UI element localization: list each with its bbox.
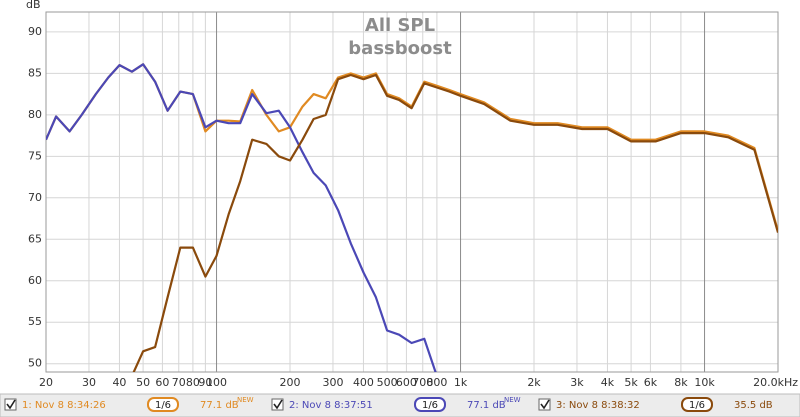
x-tick-label: 10k bbox=[694, 376, 715, 389]
legend-badge: NEW bbox=[504, 396, 521, 404]
smoothing-label: 1/6 bbox=[422, 400, 438, 411]
y-tick-label: 55 bbox=[28, 315, 42, 328]
legend-checkbox[interactable] bbox=[271, 398, 284, 411]
x-tick-label: 600 bbox=[396, 376, 417, 389]
checkmark bbox=[273, 399, 283, 410]
series-line bbox=[132, 73, 778, 372]
x-tick-label: 4k bbox=[601, 376, 615, 389]
chart-subtitle: bassboost bbox=[348, 38, 452, 59]
checkmark bbox=[6, 399, 16, 410]
smoothing-icon[interactable] bbox=[414, 397, 446, 412]
x-tick-label: 80 bbox=[186, 376, 200, 389]
y-tick-label: 75 bbox=[28, 149, 42, 162]
y-tick-label: 65 bbox=[28, 232, 42, 245]
background bbox=[0, 0, 800, 394]
x-tick-label: 6k bbox=[644, 376, 658, 389]
checkmark bbox=[540, 399, 550, 410]
x-tick-label: 100 bbox=[206, 376, 227, 389]
x-tick-label: 8k bbox=[674, 376, 688, 389]
x-tick-label: 40 bbox=[112, 376, 126, 389]
x-tick-label: 3k bbox=[570, 376, 584, 389]
y-tick-label: 90 bbox=[28, 25, 42, 38]
x-tick-label: 20.0kHz bbox=[753, 376, 798, 389]
plot-frame bbox=[45, 11, 779, 373]
legend-name: 2: Nov 8 8:37:51 bbox=[289, 400, 373, 411]
legend-level: 77.1 dB bbox=[200, 400, 239, 411]
legend-checkbox[interactable] bbox=[538, 398, 551, 411]
plot-lines bbox=[46, 63, 778, 372]
y-tick-label: 50 bbox=[28, 357, 42, 370]
series-line bbox=[46, 63, 437, 372]
y-axis-label: dB bbox=[26, 0, 41, 11]
x-tick-label: 5k bbox=[624, 376, 638, 389]
x-tick-label: 800 bbox=[426, 376, 447, 389]
x-tick-label: 300 bbox=[322, 376, 343, 389]
x-tick-label: 30 bbox=[82, 376, 96, 389]
y-tick-label: 60 bbox=[28, 274, 42, 287]
x-tick-label: 400 bbox=[353, 376, 374, 389]
x-tick-label: 50 bbox=[136, 376, 150, 389]
x-tick-label: 60 bbox=[155, 376, 169, 389]
smoothing-label: 1/6 bbox=[155, 400, 171, 411]
x-tick-label: 20 bbox=[39, 376, 53, 389]
legend-bar bbox=[0, 393, 800, 417]
smoothing-label: 1/6 bbox=[689, 400, 705, 411]
legend-level: 77.1 dB bbox=[467, 400, 506, 411]
legend-name: 3: Nov 8 8:38:32 bbox=[556, 400, 640, 411]
legend-level: 35.5 dB bbox=[734, 400, 773, 411]
smoothing-icon[interactable] bbox=[147, 397, 179, 412]
y-tick-label: 70 bbox=[28, 191, 42, 204]
x-tick-label: 200 bbox=[280, 376, 301, 389]
smoothing-icon[interactable] bbox=[681, 397, 713, 412]
x-tick-label: 1k bbox=[454, 376, 468, 389]
y-tick-label: 80 bbox=[28, 108, 42, 121]
chart-title: All SPL bbox=[365, 15, 435, 36]
y-tick-label: 85 bbox=[28, 66, 42, 79]
x-tick-label: 90 bbox=[198, 376, 212, 389]
legend-badge: NEW bbox=[237, 396, 254, 404]
x-tick-label: 70 bbox=[172, 376, 186, 389]
x-tick-label: 500 bbox=[377, 376, 398, 389]
x-tick-label: 700 bbox=[412, 376, 433, 389]
legend-name: 1: Nov 8 8:34:26 bbox=[22, 400, 106, 411]
legend-checkbox[interactable] bbox=[4, 398, 17, 411]
x-tick-label: 2k bbox=[527, 376, 541, 389]
